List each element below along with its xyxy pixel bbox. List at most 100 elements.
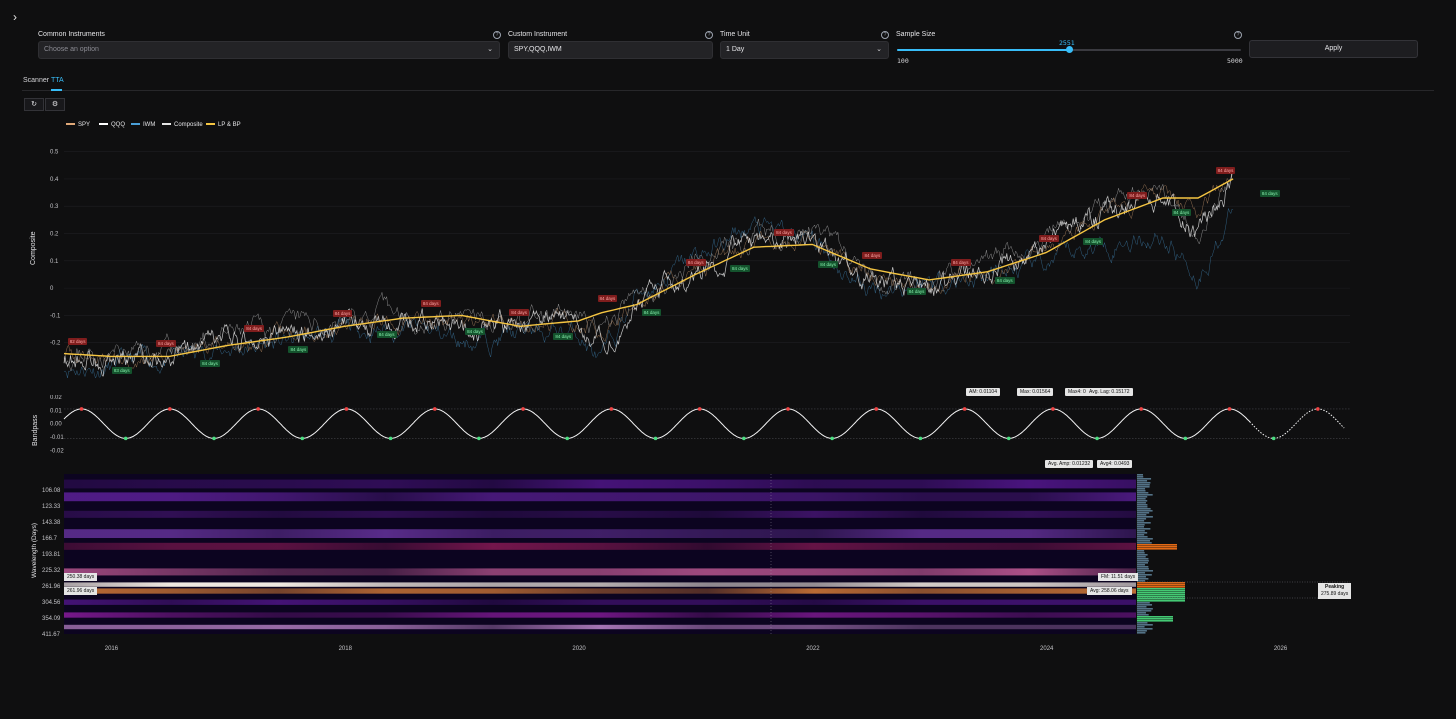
tab-scanner[interactable]: Scanner xyxy=(23,77,50,84)
spectrum-bar xyxy=(1137,486,1150,488)
legend-composite[interactable]: Composite xyxy=(162,122,203,128)
spectrum-bar xyxy=(1137,614,1149,616)
bandpass-peak-dot xyxy=(344,407,349,411)
bandpass-trough-dot xyxy=(388,436,393,441)
spectrum-bar xyxy=(1137,518,1147,520)
spectrum-bar xyxy=(1137,536,1148,538)
spectrum-bar xyxy=(1137,632,1146,634)
stat-avg-amp: Avg. Amp: 0.01232 xyxy=(1045,460,1094,468)
heatmap-band xyxy=(64,582,1136,587)
y-tick-label: 261.96 xyxy=(42,584,61,590)
spectrum-bar xyxy=(1137,564,1145,566)
help-icon[interactable]: ? xyxy=(493,31,501,39)
spectrum-bar xyxy=(1137,566,1149,568)
legend-lp-bp[interactable]: LP & BP xyxy=(206,122,241,128)
spectrum-bar xyxy=(1137,500,1148,502)
legend-spy[interactable]: SPY xyxy=(66,122,90,128)
spectrum-bar xyxy=(1137,504,1148,506)
help-icon[interactable]: ? xyxy=(881,31,889,39)
bandpass-projection xyxy=(1251,408,1345,439)
sample-size-label: Sample Size xyxy=(896,31,936,38)
bandpass-chart[interactable]: 0.02 0.01 0.00 -0.01 -0.02 xyxy=(0,395,1456,461)
sample-size-min: 100 xyxy=(897,57,909,65)
bandpass-trough-dot xyxy=(742,436,746,441)
y-tick-label: 0.5 xyxy=(50,150,59,156)
help-icon[interactable]: ? xyxy=(1234,31,1242,39)
legend-label: SPY xyxy=(78,122,91,128)
spectrum-bar xyxy=(1137,624,1153,626)
spectrum-bar xyxy=(1137,590,1185,592)
spectrum-bar xyxy=(1137,538,1153,540)
bandpass-trough-dot xyxy=(1183,436,1188,441)
gear-icon: ⚙ xyxy=(51,101,59,108)
spectrum-bar xyxy=(1137,594,1185,596)
composite-chart[interactable]: 0.5 0.4 0.3 0.2 0.1 0 -0.1 -0.2 xyxy=(0,130,1456,380)
sample-size-value: 2551 xyxy=(1059,39,1075,47)
bandpass-trough-dot xyxy=(565,436,570,441)
time-unit-label: Time Unit xyxy=(720,31,750,38)
common-instruments-placeholder: Choose an option xyxy=(44,46,99,53)
wavelength-heatmap[interactable]: 106.08 123.33 143.38 166.7 193.81 225.32 261.9… xyxy=(0,472,1456,662)
custom-instrument-input[interactable]: SPY,QQQ,IWM xyxy=(508,41,713,59)
bandpass-peak-dot xyxy=(1139,407,1144,411)
bandpass-peak-dot xyxy=(786,407,790,411)
custom-instrument-label: Custom Instrument xyxy=(508,31,568,38)
spectrum-bar xyxy=(1137,490,1146,492)
heatmap-band xyxy=(64,599,1136,605)
common-instruments-select[interactable]: Choose an option ⌄ xyxy=(38,41,500,59)
y-tick-label: 0.01 xyxy=(50,408,62,414)
refresh-button[interactable]: ↻ xyxy=(24,98,44,111)
y-tick-label: -0.01 xyxy=(50,435,64,441)
legend-qqq[interactable]: QQQ xyxy=(99,122,125,128)
spectrum-bar xyxy=(1137,612,1147,614)
spectrum-bar xyxy=(1137,494,1153,496)
spectrum-bar xyxy=(1137,534,1145,536)
bandpass-trough-dot xyxy=(1006,436,1011,441)
y-tick-label: 123.33 xyxy=(42,504,61,510)
spectrum-bar xyxy=(1137,558,1149,560)
legend-iwm[interactable]: IWM xyxy=(131,122,155,128)
spectrum-bar xyxy=(1137,552,1145,554)
bandpass-peak-dot xyxy=(432,407,437,411)
spectrum-bar xyxy=(1137,572,1146,574)
stat-am: AM: 0.01104 xyxy=(966,388,1000,396)
bandpass-peak-dot xyxy=(1316,407,1320,411)
apply-button[interactable]: Apply xyxy=(1249,40,1418,58)
heatmap-band xyxy=(64,529,1136,538)
spectrum-bar xyxy=(1137,586,1185,588)
spectrum-bar xyxy=(1137,628,1153,630)
spectrum-bar xyxy=(1137,514,1147,516)
legend-label: IWM xyxy=(143,122,156,128)
spectrum-bar xyxy=(1137,540,1150,542)
marker-261-label: 261.96 days xyxy=(64,587,98,595)
bandpass-trough-dot xyxy=(1271,436,1276,441)
spectrum-bar xyxy=(1137,610,1152,612)
x-tick-label: 2022 xyxy=(806,646,820,652)
spectrum-bar xyxy=(1137,498,1146,500)
spectrum-bar xyxy=(1137,556,1146,558)
spectrum-bar xyxy=(1137,550,1145,552)
spectrum-bar xyxy=(1137,484,1150,486)
bandpass-peak-dot xyxy=(168,407,172,411)
spectrum-bar xyxy=(1137,568,1149,570)
tab-tta[interactable]: TTA xyxy=(51,77,64,84)
legend-label: QQQ xyxy=(111,122,126,128)
spectrum-bar xyxy=(1137,600,1185,602)
settings-button[interactable]: ⚙ xyxy=(45,98,65,111)
y-tick-label: 0.3 xyxy=(50,204,59,210)
sidebar-toggle-icon[interactable]: › xyxy=(13,10,17,24)
spectrum-bar xyxy=(1137,584,1185,586)
spectrum-bar xyxy=(1137,546,1177,548)
spectrum-bar xyxy=(1137,522,1151,524)
y-tick-label: 0 xyxy=(50,286,54,292)
spectrum-bar xyxy=(1137,526,1145,528)
time-unit-select[interactable]: 1 Day ⌄ xyxy=(720,41,889,59)
spectrum-bar xyxy=(1137,618,1173,620)
sample-size-slider-thumb[interactable] xyxy=(1065,46,1073,53)
time-unit-value: 1 Day xyxy=(726,46,745,53)
help-icon[interactable]: ? xyxy=(705,31,713,39)
spectrum-bar xyxy=(1137,570,1153,572)
bandpass-trough-dot xyxy=(477,436,481,441)
y-tick-label: -0.2 xyxy=(50,341,61,347)
bandpass-peak-dot xyxy=(697,407,702,411)
